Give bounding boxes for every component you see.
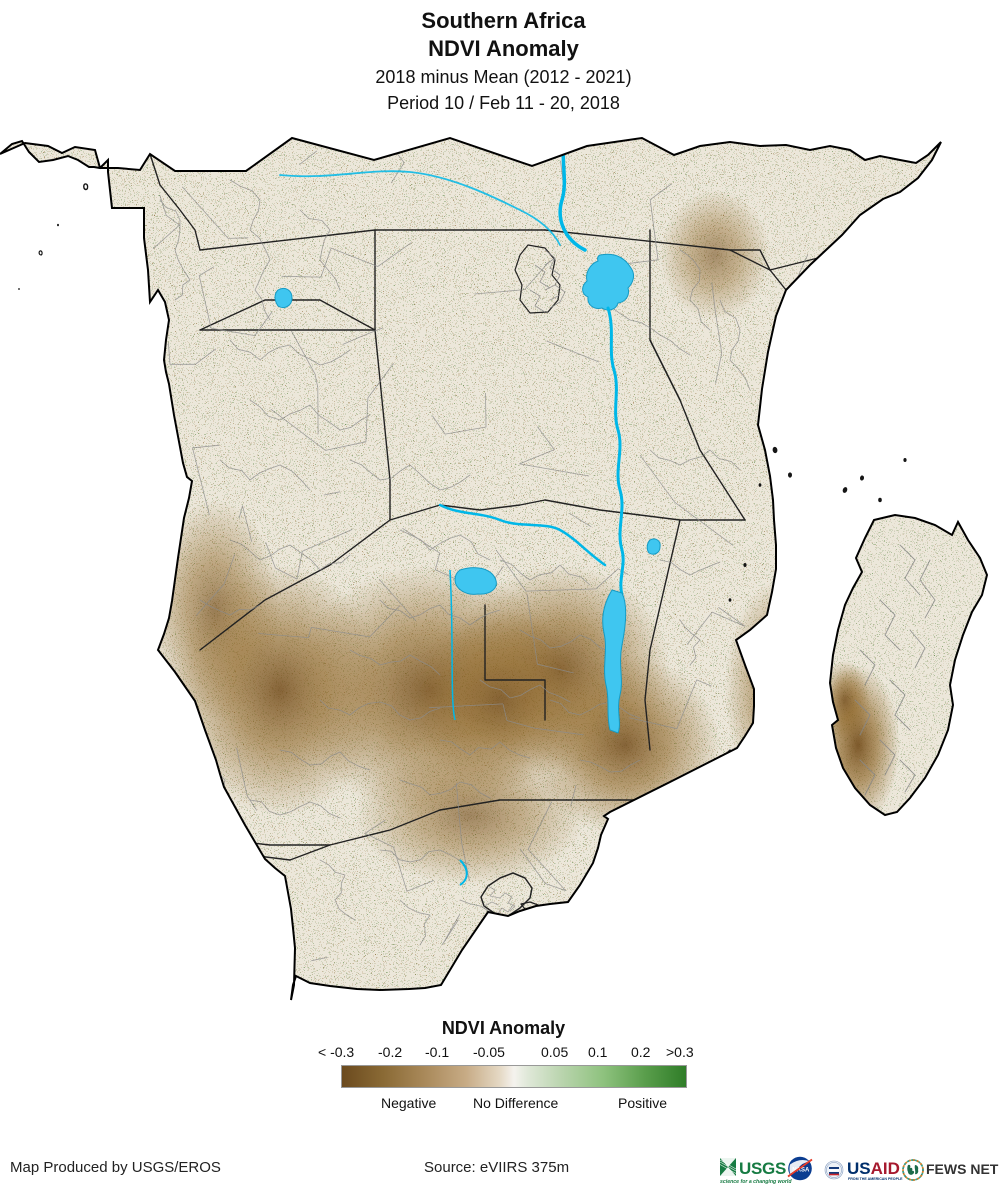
- svg-text:FROM THE AMERICAN PEOPLE: FROM THE AMERICAN PEOPLE: [848, 1177, 903, 1181]
- svg-text:FEWS NET: FEWS NET: [926, 1161, 999, 1177]
- svg-text:USAID: USAID: [847, 1159, 900, 1178]
- svg-text:USGS: USGS: [739, 1159, 786, 1178]
- svg-text:science for a changing world: science for a changing world: [720, 1179, 792, 1185]
